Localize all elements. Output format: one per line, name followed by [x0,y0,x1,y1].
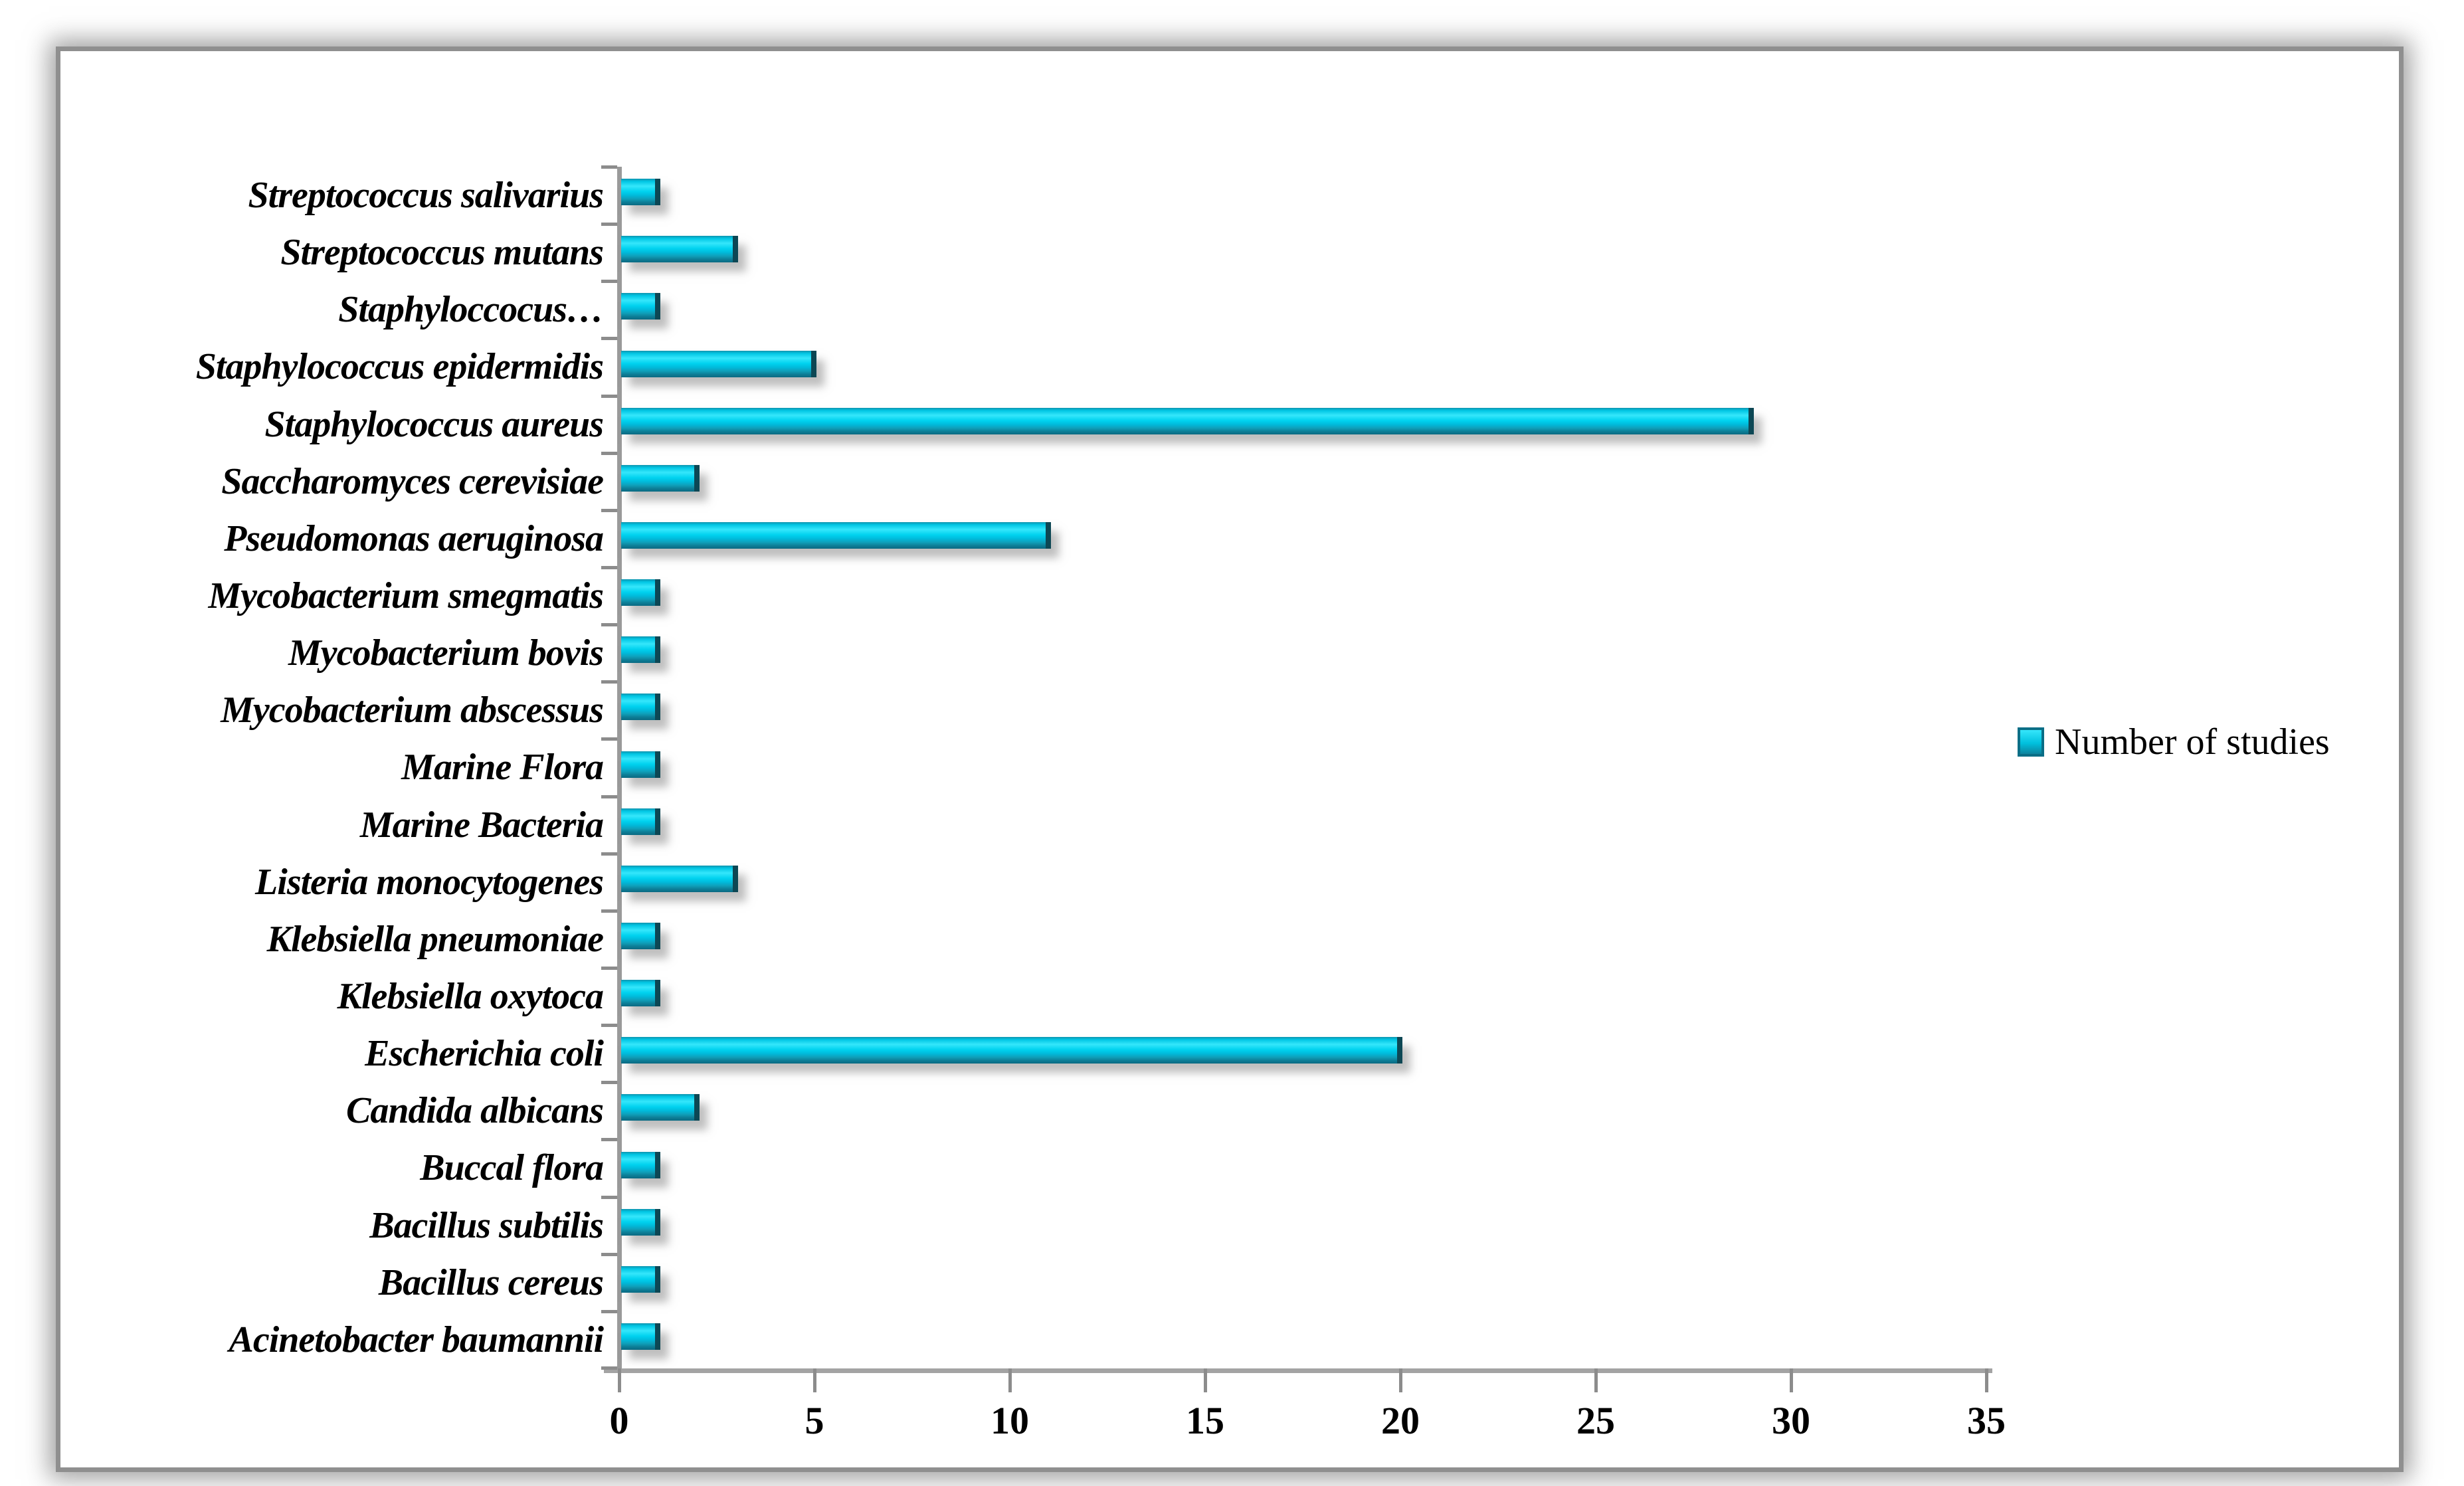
chart-frame: Streptococcus salivarius Streptococcus mu… [56,46,2404,1472]
category-label: Marine Flora [401,747,604,789]
y-axis-tick [601,1252,617,1256]
bar [621,179,660,206]
y-axis-tick [601,394,617,398]
bar [621,521,1051,549]
bar [621,751,660,778]
bar [621,808,660,835]
x-tick-label: 5 [805,1399,824,1442]
x-axis-line [604,1368,1992,1373]
x-tick-label: 35 [1967,1399,2006,1442]
bar [621,464,700,492]
y-axis-tick [601,1081,617,1085]
bar [621,1323,660,1350]
legend-swatch-icon [2018,727,2044,757]
category-label: Pseudomonas aeruginosa [224,517,604,559]
bar [621,1265,660,1293]
x-axis-tick [1204,1368,1207,1392]
x-tick-label: 10 [991,1399,1029,1442]
category-label: Buccal flora [420,1147,604,1189]
bar [621,236,739,263]
x-tick-label: 30 [1772,1399,1810,1442]
category-label: Streptococcus salivarius [248,175,604,217]
category-label: Listeria monocytogenes [255,861,604,903]
y-axis-tick [601,1309,617,1313]
category-label: Candida albicans [346,1090,604,1132]
bar [621,407,1754,434]
bar [621,1151,660,1178]
y-axis-tick [601,337,617,341]
y-axis-tick [601,794,617,798]
category-label: Saccharomyces cerevisiae [221,460,604,502]
y-axis-line [617,167,622,1368]
y-axis-tick [601,852,617,856]
category-label: Escherichia coli [365,1033,604,1075]
x-tick-label: 0 [609,1399,629,1442]
category-label: Klebsiella oxytoca [337,976,604,1018]
y-axis-tick [601,1366,617,1370]
x-tick-label: 20 [1381,1399,1420,1442]
y-axis-tick [601,508,617,512]
plot-area: Streptococcus salivarius Streptococcus mu… [60,51,2399,1467]
y-axis-tick [601,737,617,741]
bar [621,350,816,377]
bar [621,293,660,320]
y-axis-tick [601,680,617,684]
category-label: Marine Bacteria [359,804,604,846]
category-label: Streptococcus mutans [280,232,604,274]
bar [621,694,660,721]
y-axis-tick [601,623,617,627]
bar [621,922,660,949]
y-axis-tick [601,1024,617,1028]
x-axis-tick [813,1368,816,1392]
y-axis-tick [601,223,617,227]
y-axis-tick [601,280,617,284]
x-axis-tick [1985,1368,1988,1392]
legend-label: Number of studies [2055,721,2330,763]
y-axis-tick [601,1195,617,1199]
category-label: Klebsiella pneumoniae [266,918,604,960]
category-label: Bacillus cereus [378,1261,604,1303]
y-axis-tick [601,566,617,569]
category-label: Staphylococcus epidermidis [195,346,604,388]
category-label: Staphyloccocus… [338,289,604,331]
y-axis-tick [601,451,617,455]
bar [621,865,739,892]
x-axis-tick [618,1368,621,1392]
category-label: Mycobacterium bovis [288,632,604,674]
bar [621,1094,700,1121]
category-label: Bacillus subtilis [369,1204,604,1246]
bar [621,1208,660,1236]
x-tick-label: 15 [1186,1399,1224,1442]
x-tick-label: 25 [1576,1399,1615,1442]
x-axis-tick [1594,1368,1598,1392]
category-label: Mycobacterium smegmatis [208,575,604,617]
x-axis-tick [1008,1368,1012,1392]
y-axis-tick [601,967,617,970]
y-axis-tick [601,1138,617,1142]
category-label: Acinetobacter baumannii [229,1319,605,1360]
x-axis-tick [1399,1368,1402,1392]
bar [621,980,660,1007]
legend: Number of studies [2018,715,2330,769]
x-axis-tick [1790,1368,1793,1392]
category-label: Mycobacterium abscessus [221,690,604,731]
category-label: Staphylococcus aureus [264,403,605,445]
bar [621,636,660,664]
y-axis-tick [601,165,617,169]
bar [621,579,660,606]
bar [621,1037,1402,1064]
y-axis-tick [601,909,617,913]
